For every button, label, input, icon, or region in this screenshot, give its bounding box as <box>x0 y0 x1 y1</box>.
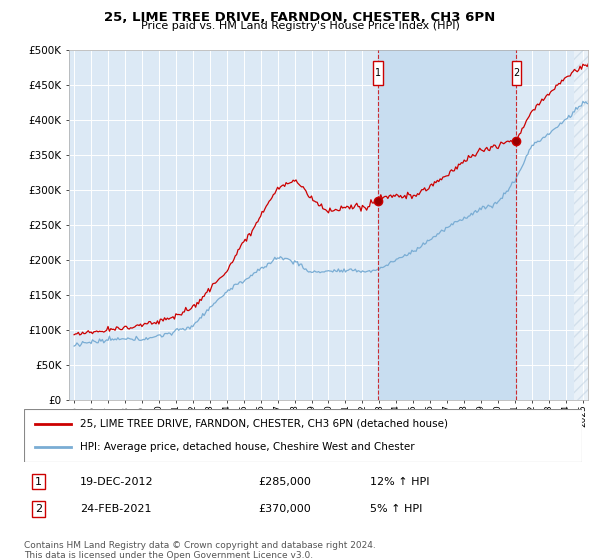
Text: Contains HM Land Registry data © Crown copyright and database right 2024.
This d: Contains HM Land Registry data © Crown c… <box>24 540 376 560</box>
Text: 25, LIME TREE DRIVE, FARNDON, CHESTER, CH3 6PN (detached house): 25, LIME TREE DRIVE, FARNDON, CHESTER, C… <box>80 419 448 429</box>
FancyBboxPatch shape <box>373 61 383 85</box>
Bar <box>574 50 592 400</box>
Text: 5% ↑ HPI: 5% ↑ HPI <box>370 504 422 514</box>
FancyBboxPatch shape <box>24 409 582 462</box>
Text: Price paid vs. HM Land Registry's House Price Index (HPI): Price paid vs. HM Land Registry's House … <box>140 21 460 31</box>
Text: 2: 2 <box>514 68 520 78</box>
Text: HPI: Average price, detached house, Cheshire West and Chester: HPI: Average price, detached house, Ches… <box>80 442 415 452</box>
Text: £370,000: £370,000 <box>259 504 311 514</box>
Text: 24-FEB-2021: 24-FEB-2021 <box>80 504 151 514</box>
Text: 1: 1 <box>375 68 381 78</box>
Bar <box>378 50 517 400</box>
Text: 2: 2 <box>35 504 42 514</box>
Text: 12% ↑ HPI: 12% ↑ HPI <box>370 477 430 487</box>
Text: 19-DEC-2012: 19-DEC-2012 <box>80 477 154 487</box>
Text: £285,000: £285,000 <box>259 477 311 487</box>
FancyBboxPatch shape <box>512 61 521 85</box>
Text: 25, LIME TREE DRIVE, FARNDON, CHESTER, CH3 6PN: 25, LIME TREE DRIVE, FARNDON, CHESTER, C… <box>104 11 496 24</box>
Text: 1: 1 <box>35 477 42 487</box>
